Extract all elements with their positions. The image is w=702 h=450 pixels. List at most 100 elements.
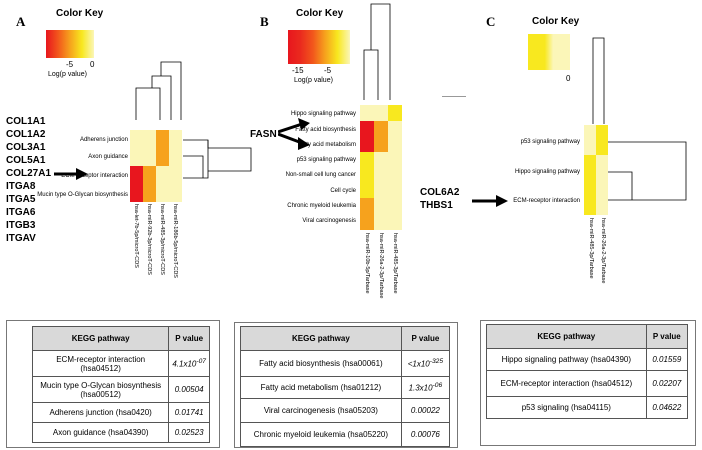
panel-c-dendrogram [592, 37, 687, 201]
heatmap-cell [143, 130, 156, 166]
pathway-cell: ECM-receptor interaction (hsa04512) [486, 370, 647, 397]
p-value-cell: 0.02207 [645, 370, 689, 397]
gene-label: COL5A1 [6, 155, 46, 166]
heatmap-cell [169, 166, 182, 202]
heatmap-row-label: Cell cycle [330, 188, 356, 194]
pathway-cell: Viral carcinogenesis (hsa05203) [240, 398, 402, 423]
p-value-cell: 0.02523 [168, 422, 210, 443]
heatmap-cell [584, 155, 596, 215]
heatmap-col-label: hsa-miR-485-3p/Tarbase [588, 218, 594, 279]
panel-a-letter: A [16, 14, 26, 29]
gene-label: ITGB3 [6, 220, 36, 231]
heatmap-cell [169, 130, 182, 166]
panel-b-arrow-icon [278, 118, 310, 150]
heatmap-cell [156, 166, 169, 202]
pathway-cell: ECM-receptor interaction (hsa04512) [31, 350, 170, 377]
pathway-cell: Hippo signaling pathway (hsa04390) [486, 348, 647, 371]
panel-c-heatmap [584, 125, 608, 215]
heatmap-col-label: hsa-miR-186b-5p/microT-CDS [172, 204, 178, 278]
p-value-cell: 4.1x10-07 [168, 350, 210, 377]
p-value-cell: 0.00076 [400, 422, 451, 447]
heatmap-row-label: Viral carcinogenesis [302, 218, 356, 224]
gene-label: ITGAV [6, 233, 36, 244]
panel-b-heatmap [360, 105, 402, 230]
heatmap-cell [156, 130, 169, 166]
heatmap-col-label: hsa-let-7b-5p/microT-CDS [133, 204, 139, 268]
panel-a-table-frame [6, 320, 220, 448]
pathway-cell: Fatty acid metabolism (hsa01212) [240, 376, 402, 399]
panel-c-table-frame [480, 320, 696, 446]
heatmap-col-label: hsa-miR-26a-2-3p/Tarbase [600, 218, 606, 284]
pathway-cell: Adherens junction (hsa0420) [31, 402, 170, 423]
heatmap-col-label: hsa-miR-10b-5p/Tarbase [364, 233, 370, 294]
heatmap-row-label: Mucin type O-Glycan biosynthesis [37, 192, 128, 198]
heatmap-cell [374, 198, 388, 230]
heatmap-cell [360, 152, 374, 198]
color-key-axis-label: Log(p value) [48, 71, 87, 78]
heatmap-cell [374, 121, 388, 152]
p-value-cell: 1.3x10-06 [400, 376, 451, 399]
panel-c-letter: C [486, 14, 496, 29]
color-key-axis-label: Log(p value) [294, 77, 333, 84]
panel-c-arrow-icon [472, 195, 508, 207]
heatmap-cell [130, 166, 143, 202]
heatmap-row-label: Fatty acid metabolism [297, 142, 356, 148]
pathway-cell: p53 signaling (hsa04115) [486, 396, 647, 419]
p-value-cell: 0.01741 [168, 402, 210, 423]
heatmap-row-label: Non-small cell lung cancer [285, 172, 356, 178]
heatmap-row-label: ECM-receptor interaction [513, 198, 580, 204]
column-header: P value [168, 326, 210, 351]
heatmap-row-label: p53 signaling pathway [296, 157, 356, 163]
heatmap-cell [360, 198, 374, 230]
heatmap-row-label: Hippo signaling pathway [514, 169, 580, 175]
p-value-cell: 0.00022 [400, 398, 451, 423]
gene-label: COL27A1 [6, 168, 52, 179]
pathway-cell: Chronic myeloid leukemia (hsa05220) [240, 422, 402, 447]
column-header: P value [645, 324, 689, 349]
p-value-cell: <1x10-325 [400, 350, 451, 377]
panel-a-dendrogram [135, 61, 252, 179]
panel-a-arrow-icon [54, 168, 88, 180]
panel-c-gene-list: COL6A2 THBS1 [420, 186, 459, 212]
column-header: KEGG pathway [240, 326, 402, 351]
heatmap-col-label: hsa-miR-485-3p/microT-CDS [159, 204, 165, 275]
heatmap-cell [584, 125, 596, 155]
color-key-title: Color Key [532, 16, 580, 27]
heatmap-cell [388, 105, 402, 121]
gene-label: ITGA8 [6, 181, 36, 192]
heatmap-row-label: Hippo signaling pathway [290, 111, 356, 117]
column-header: KEGG pathway [31, 326, 170, 351]
heatmap-cell [388, 198, 402, 230]
color-key-tick: 0 [566, 74, 571, 83]
heatmap-cell [130, 130, 143, 166]
heatmap-col-label: hsa-miR-92b-3p/microT-CDS [146, 204, 152, 275]
heatmap-col-label: hsa-miR-26a-2-3p/Tarbase [378, 233, 384, 299]
column-header: P value [400, 326, 451, 351]
heatmap-cell [596, 155, 608, 215]
heatmap-row-label: p53 signaling pathway [520, 139, 580, 145]
color-key-gradient [46, 30, 94, 58]
color-key-title: Color Key [56, 8, 104, 19]
heatmap-col-label: hsa-miR-485-3p/Tarbase [392, 233, 398, 294]
panel-b-kegg-table: KEGG pathway P value Fatty acid biosynth… [240, 326, 451, 447]
panel-b-table-frame [234, 322, 458, 448]
heatmap-cell [388, 121, 402, 152]
panel-b-dendrogram [363, 3, 391, 100]
panel-a-kegg-table: KEGG pathway P value ECM-receptor intera… [31, 326, 210, 443]
color-key-gradient [288, 30, 350, 64]
panel-a-heatmap [130, 130, 182, 202]
heatmap-cell [360, 121, 374, 152]
gene-label: ITGA5 [6, 194, 36, 205]
panel-a-gene-list: COL1A1 COL1A2 COL3A1 COL5A1 COL27A1 ITGA… [6, 115, 51, 245]
pathway-cell: Axon guidance (hsa04390) [31, 422, 170, 443]
pathway-cell: Mucin type O-Glycan biosynthesis (hsa005… [31, 376, 170, 403]
gene-label: COL1A2 [6, 129, 46, 140]
column-header: KEGG pathway [486, 324, 647, 349]
heatmap-row-label: Fatty acid biosynthesis [295, 127, 356, 133]
heatmap-cell [374, 152, 388, 198]
heatmap-row-label: Chronic myeloid leukemia [287, 203, 356, 209]
heatmap-row-label: Axon guidance [88, 154, 128, 160]
color-key-title: Color Key [296, 8, 344, 19]
gene-label: COL1A1 [6, 116, 46, 127]
color-key-gradient [528, 34, 570, 70]
